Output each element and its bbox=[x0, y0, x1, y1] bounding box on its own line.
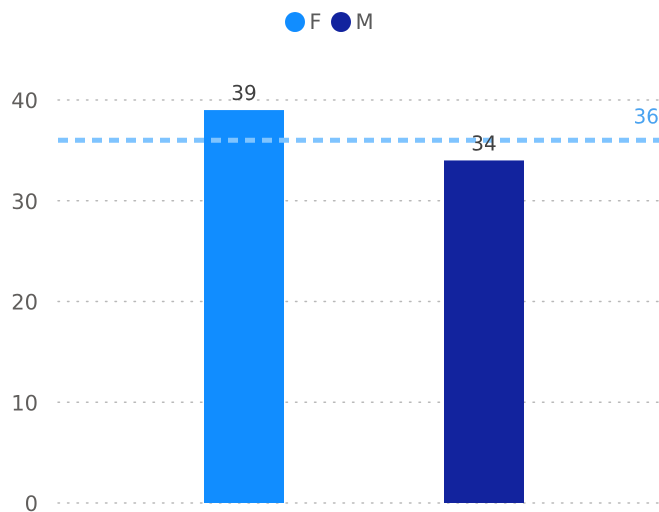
bar-m[interactable] bbox=[444, 160, 524, 503]
reference-line-label: 36 bbox=[634, 104, 659, 128]
legend-item-m[interactable]: M bbox=[331, 10, 374, 34]
y-tick-label-10: 10 bbox=[11, 391, 38, 415]
legend: F M bbox=[0, 10, 659, 34]
data-label-m: 34 bbox=[471, 131, 496, 155]
legend-label-f: F bbox=[309, 10, 322, 34]
legend-label-m: M bbox=[355, 10, 374, 34]
y-tick-label-30: 30 bbox=[11, 190, 38, 214]
legend-dot-icon-m bbox=[331, 12, 352, 32]
legend-item-f[interactable]: F bbox=[285, 10, 321, 34]
y-tick-label-40: 40 bbox=[11, 89, 38, 113]
y-tick-label-0: 0 bbox=[25, 492, 38, 512]
legend-dot-icon-f bbox=[285, 12, 306, 32]
y-tick-label-20: 20 bbox=[11, 291, 38, 315]
data-label-f: 39 bbox=[231, 81, 256, 105]
bar-f[interactable] bbox=[204, 110, 284, 503]
